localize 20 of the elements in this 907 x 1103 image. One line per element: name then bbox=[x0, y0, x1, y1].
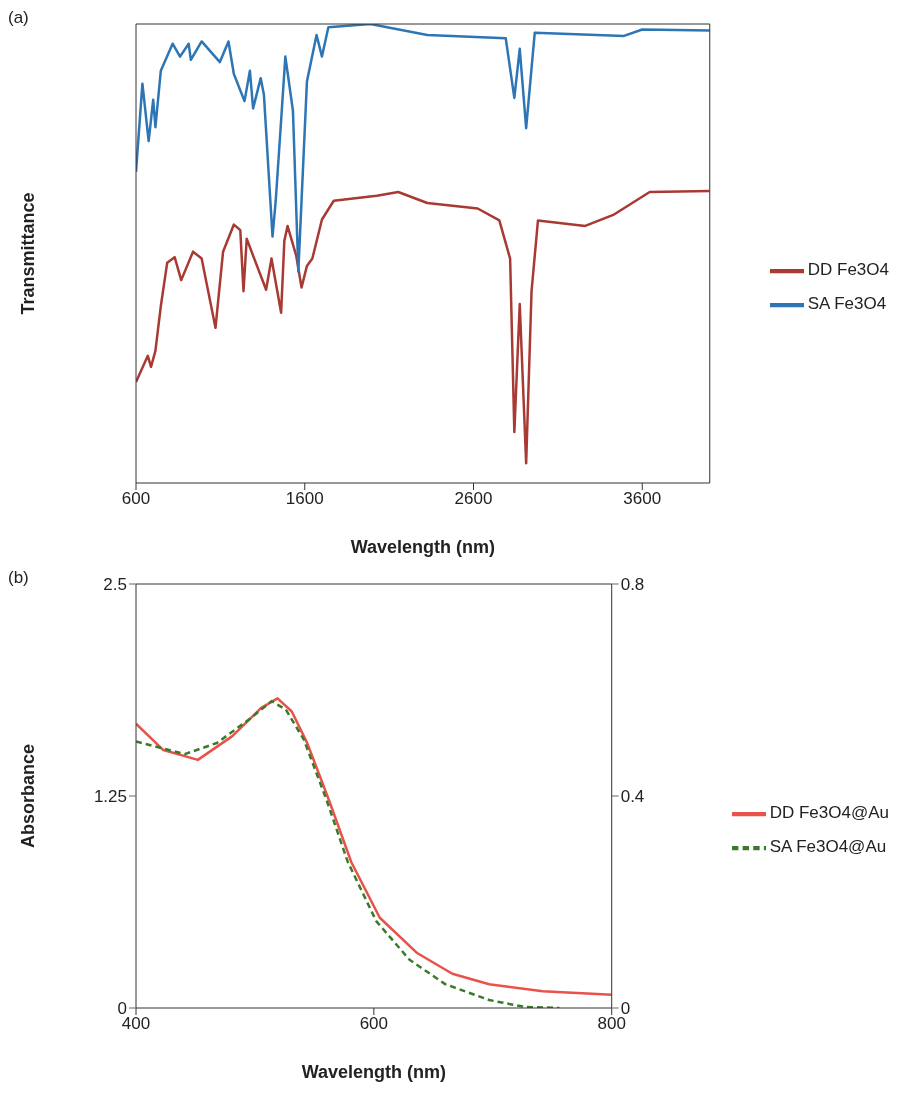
y-axis-title: Transmittance bbox=[18, 192, 39, 315]
x-tick-label: 3600 bbox=[623, 489, 662, 509]
x-tick-label: 600 bbox=[121, 489, 151, 509]
y-tick-label: 1.25 bbox=[93, 787, 127, 807]
x-tick-label: 600 bbox=[359, 1014, 389, 1034]
x-tick-label: 800 bbox=[597, 1014, 626, 1034]
legend-label: SA Fe3O4 bbox=[807, 294, 887, 314]
x-tick-label: 2600 bbox=[454, 489, 493, 509]
legend-label: DD Fe3O4@Au bbox=[769, 802, 889, 822]
x-axis-title: Wavelength (nm) bbox=[301, 1062, 447, 1082]
x-tick-label: 1600 bbox=[285, 489, 324, 509]
y2-tick-label: 0.4 bbox=[620, 787, 645, 807]
legend-label: SA Fe3O4@Au bbox=[769, 836, 887, 856]
x-axis-title: Wavelength (nm) bbox=[350, 537, 496, 557]
text: (a) bbox=[8, 8, 29, 28]
y-tick-label: 2.5 bbox=[103, 575, 127, 595]
legend-label: DD Fe3O4 bbox=[807, 260, 889, 280]
text: (b) bbox=[8, 568, 29, 588]
y2-tick-label: 0.8 bbox=[620, 575, 645, 595]
y-axis-title: Absorbance bbox=[18, 743, 39, 849]
